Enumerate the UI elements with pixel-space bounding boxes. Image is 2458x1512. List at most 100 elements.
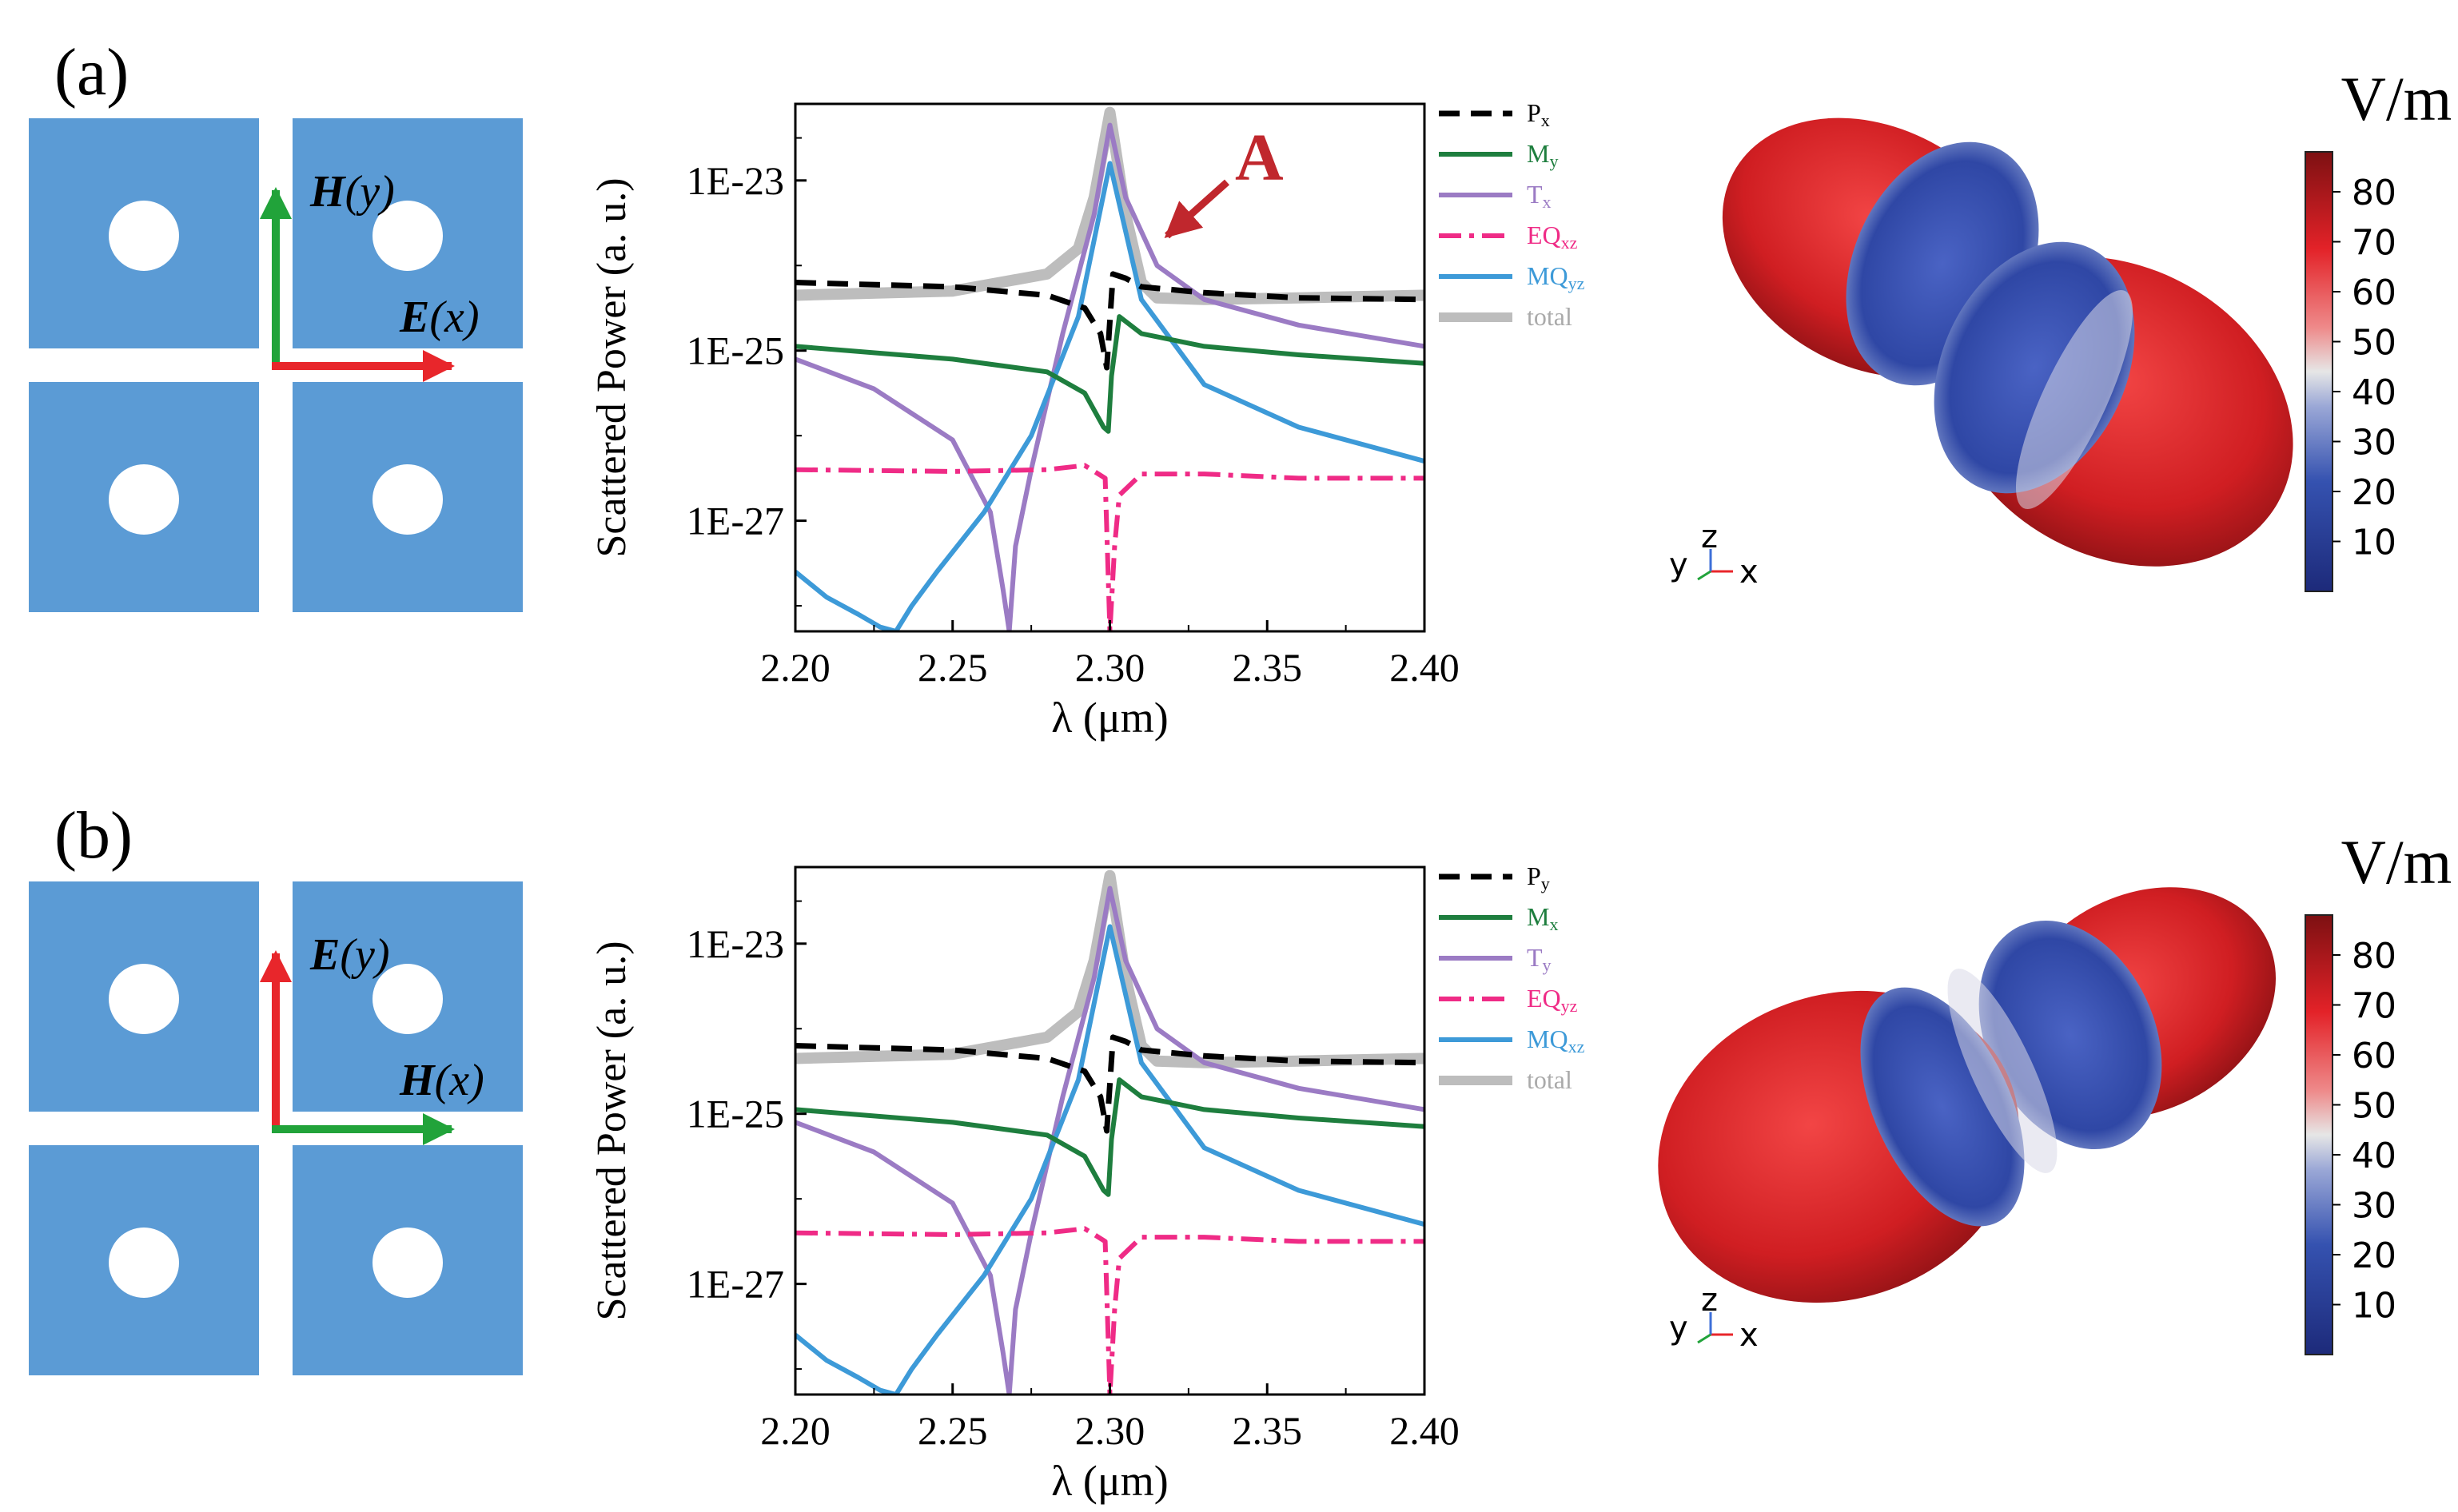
series-My [795, 314, 1424, 434]
triad-x-label: x [1739, 554, 1759, 591]
x-axis-label: λ (μm) [1051, 694, 1169, 742]
plot-frame [794, 865, 1426, 1396]
colorbar: V/m 80 70 60 50 40 30 20 10 [2305, 64, 2452, 592]
colorbar-tick-label: 30 [2352, 1186, 2396, 1227]
legend-label-Tx: Tx [1527, 180, 1552, 212]
air-hole [109, 1228, 179, 1298]
colorbar-tick-label: 10 [2352, 1286, 2396, 1327]
colorbar-unit: V/m [2341, 827, 2452, 897]
legend-label-EQxz-sub: xz [1561, 233, 1578, 253]
triad-y-label: y [1669, 1310, 1688, 1347]
legend-label-MQxz: MQxz [1527, 1025, 1585, 1056]
panel-b: (b) E(y) H(x) 2.20 2.25 2.30 2.35 2.40 1E-23 1E-2… [29, 798, 2452, 1505]
x-tick-label: 2.30 [1075, 1408, 1145, 1453]
legend-label-MQyz-sub: yz [1568, 273, 1585, 293]
legend-label-Ty-main: T [1527, 943, 1543, 972]
legend-label-EQyz-main: EQ [1527, 984, 1561, 1013]
field-axis: (y) [345, 167, 395, 217]
y-tick-label: 1E-25 [687, 1092, 784, 1136]
series-Py [795, 1034, 1424, 1134]
legend-label-Mx: Mx [1527, 902, 1558, 934]
legend-label-EQxz: EQxz [1527, 221, 1578, 253]
field-symbol: H [309, 167, 346, 217]
x-tick-label: 2.40 [1389, 645, 1460, 690]
colorbar-tick-label: 20 [2352, 1235, 2396, 1276]
colorbar-tick-label: 80 [2352, 936, 2396, 977]
triad-z-label: z [1701, 519, 1718, 555]
legend-label-total: total [1527, 1065, 1572, 1094]
colorbar-gradient [2305, 914, 2333, 1355]
colorbar-unit: V/m [2341, 64, 2452, 133]
air-hole [109, 464, 179, 535]
legend-label-Py-main: P [1527, 861, 1541, 890]
series-MQxz [795, 924, 1424, 1395]
colorbar-tick-label: 70 [2352, 223, 2396, 264]
series-MQyz [795, 161, 1424, 631]
field-label-vertical: E(y) [309, 930, 390, 980]
chart: 2.20 2.25 2.30 2.35 2.40 1E-23 1E-25 1E-27 λ (μm… [589, 98, 1585, 742]
panel-a: (a) H(y) E(x) 2.20 2.25 2.30 2.35 2.40 1E-23 1E-2… [29, 35, 2452, 742]
legend-label-Px-main: P [1527, 98, 1541, 127]
field-symbol: E [399, 292, 429, 342]
lobe-highlight [2015, 290, 2133, 509]
legend-label-Mx-main: M [1527, 902, 1549, 931]
y-tick-label: 1E-27 [687, 499, 784, 543]
colorbar-tick-label: 20 [2352, 472, 2396, 513]
triad-y-label: y [1669, 547, 1688, 583]
air-hole [372, 464, 443, 535]
air-hole [372, 1228, 443, 1298]
y-axis-label: Scattered Power (a. u.) [589, 177, 635, 557]
y-tick-label: 1E-25 [687, 328, 784, 373]
legend-label-MQyz: MQyz [1527, 261, 1585, 293]
legend-label-EQyz: EQyz [1527, 984, 1578, 1016]
colorbar-tick-label: 40 [2352, 372, 2396, 413]
colorbar-tick-label: 50 [2352, 1086, 2396, 1127]
field-label-horizontal: E(x) [399, 292, 480, 342]
colorbar: V/m 80 70 60 50 40 30 20 10 [2305, 827, 2452, 1355]
lobe-highlight [1947, 969, 2058, 1173]
legend-label-total: total [1527, 302, 1572, 331]
series-Mx [795, 1077, 1424, 1197]
series-Px [795, 271, 1424, 371]
annotation-arrow [1164, 179, 1229, 239]
series-total [795, 869, 1424, 1068]
triad-y-axis [1697, 1333, 1711, 1344]
colorbar-tick-label: 80 [2352, 173, 2396, 213]
x-axis-label: λ (μm) [1051, 1457, 1169, 1505]
field-axis: (x) [429, 292, 479, 342]
colorbar-gradient [2305, 151, 2333, 592]
air-hole [372, 201, 443, 271]
field-symbol: H [399, 1056, 436, 1105]
colorbar-tick-label: 70 [2352, 986, 2396, 1027]
y-tick-label: 1E-23 [687, 158, 784, 203]
field-axis: (x) [435, 1056, 484, 1105]
chart: 2.20 2.25 2.30 2.35 2.40 1E-23 1E-25 1E-27 λ (μm… [589, 861, 1585, 1505]
legend-label-total-main: total [1527, 302, 1572, 331]
triad-y-axis [1697, 570, 1711, 581]
x-tick-label: 2.20 [760, 1408, 831, 1453]
series-EQyz [795, 1226, 1424, 1395]
legend-label-MQxz-sub: xz [1568, 1037, 1585, 1056]
field-symbol: E [309, 930, 340, 980]
y-tick-label: 1E-23 [687, 921, 784, 966]
legend-label-My: My [1527, 139, 1558, 171]
axes-triad: yzx [1669, 519, 1759, 591]
y-axis-label: Scattered Power (a. u.) [589, 941, 635, 1320]
x-tick-label: 2.40 [1389, 1408, 1460, 1453]
x-tick-label: 2.25 [918, 645, 988, 690]
annotation-label: A [1235, 121, 1284, 195]
series-EQxz [795, 463, 1424, 631]
legend-label-My-main: M [1527, 139, 1549, 168]
x-tick-label: 2.20 [760, 645, 831, 690]
legend-label-EQxz-main: EQ [1527, 221, 1561, 249]
panel-label: (a) [54, 35, 129, 109]
axes-triad: yzx [1669, 1282, 1759, 1354]
series-total [795, 106, 1424, 305]
panel-label: (b) [54, 798, 133, 873]
colorbar-tick-label: 40 [2352, 1136, 2396, 1176]
plot-frame [794, 102, 1426, 633]
legend-label-Px: Px [1527, 98, 1550, 130]
air-hole [109, 964, 179, 1034]
field-label-horizontal: H(x) [399, 1056, 484, 1105]
